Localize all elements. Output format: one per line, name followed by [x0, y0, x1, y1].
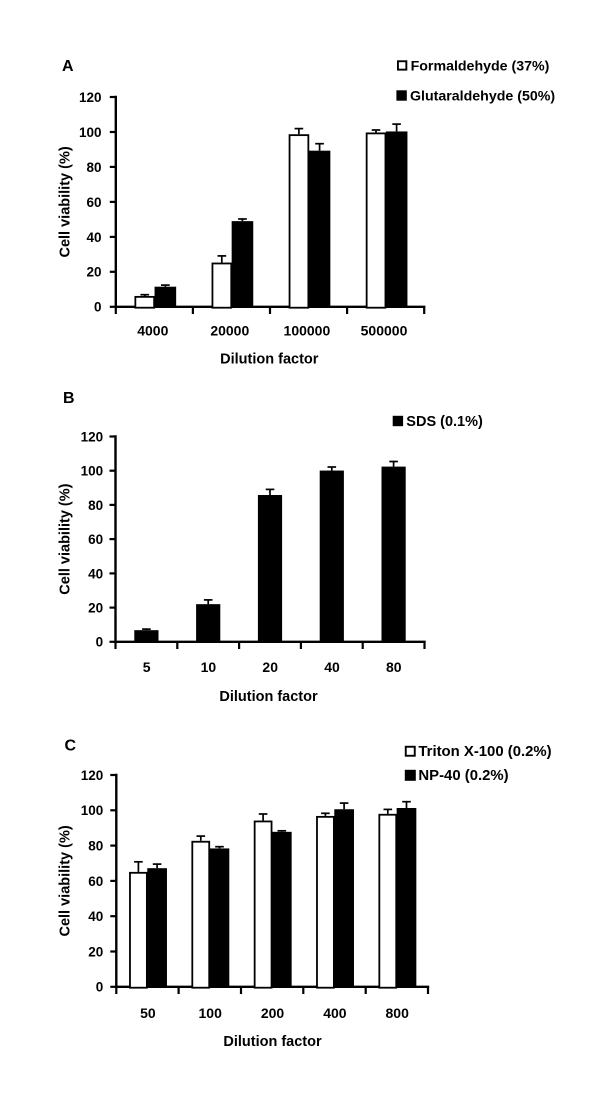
svg-text:60: 60 — [86, 195, 101, 210]
svg-text:0: 0 — [96, 635, 104, 650]
svg-text:100: 100 — [81, 803, 104, 818]
svg-text:400: 400 — [323, 1005, 347, 1021]
svg-text:20: 20 — [88, 944, 103, 959]
svg-text:Cell viability (%): Cell viability (%) — [58, 825, 74, 936]
svg-text:20: 20 — [86, 265, 101, 280]
svg-text:B: B — [63, 390, 75, 407]
svg-text:NP-40 (0.2%): NP-40 (0.2%) — [418, 768, 508, 784]
svg-text:10: 10 — [201, 659, 217, 675]
svg-text:100: 100 — [79, 125, 102, 140]
svg-text:100000: 100000 — [284, 323, 331, 339]
svg-text:60: 60 — [88, 532, 103, 547]
svg-text:C: C — [65, 737, 77, 754]
svg-text:100: 100 — [81, 464, 104, 479]
svg-text:Dilution factor: Dilution factor — [220, 352, 319, 368]
svg-text:4000: 4000 — [137, 323, 168, 339]
svg-text:40: 40 — [86, 230, 101, 245]
svg-text:0: 0 — [96, 980, 104, 995]
svg-text:Cell viability (%): Cell viability (%) — [58, 483, 74, 594]
svg-text:60: 60 — [88, 874, 103, 889]
svg-text:120: 120 — [81, 768, 104, 783]
svg-text:A: A — [62, 58, 74, 75]
svg-text:80: 80 — [88, 498, 103, 513]
svg-text:Triton X-100 (0.2%): Triton X-100 (0.2%) — [418, 744, 551, 760]
svg-text:Cell viability (%): Cell viability (%) — [58, 146, 74, 257]
svg-text:40: 40 — [324, 659, 340, 675]
svg-text:Glutaraldehyde (50%): Glutaraldehyde (50%) — [410, 89, 555, 105]
svg-text:20: 20 — [88, 601, 103, 616]
svg-text:5: 5 — [143, 659, 151, 675]
svg-text:40: 40 — [88, 566, 103, 581]
svg-text:100: 100 — [199, 1005, 223, 1021]
svg-text:Dilution factor: Dilution factor — [223, 1034, 322, 1050]
svg-text:800: 800 — [386, 1005, 410, 1021]
svg-text:Dilution factor: Dilution factor — [219, 689, 318, 705]
svg-text:200: 200 — [261, 1005, 285, 1021]
svg-text:50: 50 — [140, 1005, 156, 1021]
svg-text:120: 120 — [79, 90, 102, 105]
svg-text:20: 20 — [262, 659, 278, 675]
svg-text:120: 120 — [81, 429, 104, 444]
svg-text:Formaldehyde (37%): Formaldehyde (37%) — [411, 59, 550, 75]
svg-text:0: 0 — [94, 300, 102, 315]
svg-text:500000: 500000 — [361, 323, 408, 339]
svg-text:SDS (0.1%): SDS (0.1%) — [406, 414, 483, 430]
svg-text:40: 40 — [88, 909, 103, 924]
svg-text:20000: 20000 — [210, 323, 249, 339]
svg-text:80: 80 — [88, 839, 103, 854]
svg-text:80: 80 — [386, 659, 402, 675]
svg-text:80: 80 — [86, 160, 101, 175]
